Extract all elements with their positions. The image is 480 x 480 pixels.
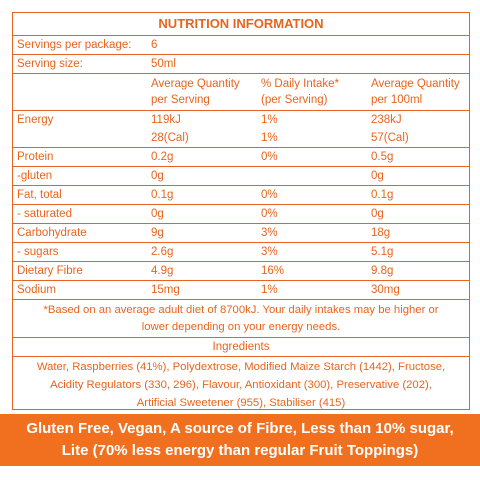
- per-100ml-value: 30mg: [371, 284, 400, 296]
- daily-intake-value: 3%: [261, 246, 278, 258]
- serving-size-label: Serving size:: [17, 58, 83, 70]
- per-serving-value: 15mg: [151, 284, 180, 296]
- footnote-line-1: *Based on an average adult diet of 8700k…: [43, 304, 439, 316]
- header-daily-intake-line1: % Daily Intake*: [261, 78, 339, 90]
- header-per-serving-line2: per Serving: [151, 94, 210, 106]
- per-serving-value: 2.6g: [151, 246, 174, 258]
- per-100ml-value: 18g: [371, 227, 391, 239]
- header-per-serving-line1: Average Quantity: [151, 78, 240, 90]
- serving-size-value: 50ml: [151, 58, 176, 70]
- nutrient-row-fat-total: Fat, total 0.1g 0% 0.1g: [13, 186, 469, 205]
- nutrition-panel: NUTRITION INFORMATION Servings per packa…: [12, 12, 470, 410]
- claims-line-1: Gluten Free, Vegan, A source of Fibre, L…: [26, 420, 454, 437]
- nutrient-name: -gluten: [17, 170, 53, 182]
- nutrient-row-saturated: - saturated 0g 0% 0g: [13, 205, 469, 224]
- ingredients-line-3: Artificial Sweetener (955), Stabiliser (…: [136, 397, 346, 409]
- per-100ml-value: 5.1g: [371, 246, 394, 258]
- panel-title: NUTRITION INFORMATION: [13, 13, 469, 36]
- footnote-line-2: lower depending on your energy needs.: [141, 321, 341, 333]
- daily-intake-value: 16%: [261, 265, 285, 277]
- per-serving-value: 0g: [151, 208, 164, 220]
- nutrient-name: Carbohydrate: [17, 227, 87, 239]
- per-100ml-value: 0g: [371, 170, 384, 182]
- daily-intake-value: 0%: [261, 151, 278, 163]
- per-serving-value: 0.2g: [151, 151, 174, 163]
- daily-intake-value: 0%: [261, 208, 278, 220]
- per-serving-value: 119kJ: [151, 114, 181, 126]
- claims-banner: Gluten Free, Vegan, A source of Fibre, L…: [0, 414, 480, 466]
- servings-value: 6: [151, 39, 158, 51]
- daily-intake-footnote: *Based on an average adult diet of 8700k…: [13, 300, 469, 338]
- per-100ml-value: 238kJ: [371, 114, 402, 126]
- daily-intake-value: 3%: [261, 227, 278, 239]
- ingredients-line-1: Water, Raspberries (41%), Polydextrose, …: [36, 361, 446, 373]
- nutrient-name: Dietary Fibre: [17, 265, 83, 277]
- nutrient-row-gluten: -gluten 0g 0g: [13, 167, 469, 186]
- claims-line-2: Lite (70% less energy than regular Fruit…: [61, 442, 419, 459]
- per-serving-value-cal: 28(Cal): [151, 132, 189, 144]
- header-per-100ml-line1: Average Quantity: [371, 78, 460, 90]
- nutrient-row-sodium: Sodium 15mg 1% 30mg: [13, 281, 469, 300]
- header-daily-intake-line2: (per Serving): [261, 94, 328, 106]
- per-100ml-value: 0g: [371, 208, 384, 220]
- nutrient-row-energy: Energy 119kJ 1% 238kJ 28(Cal) 1% 57(Cal): [13, 111, 469, 148]
- nutrient-row-carbohydrate: Carbohydrate 9g 3% 18g: [13, 224, 469, 243]
- nutrient-row-dietary-fibre: Dietary Fibre 4.9g 16% 9.8g: [13, 262, 469, 281]
- header-per-100ml-line2: per 100ml: [371, 94, 423, 106]
- nutrient-row-protein: Protein 0.2g 0% 0.5g: [13, 148, 469, 167]
- per-100ml-value-cal: 57(Cal): [371, 132, 409, 144]
- ingredients-list: Water, Raspberries (41%), Polydextrose, …: [13, 357, 469, 412]
- nutrient-name: Protein: [17, 151, 54, 163]
- per-100ml-value: 9.8g: [371, 265, 394, 277]
- nutrient-name: - sugars: [17, 246, 59, 258]
- nutrient-name: Sodium: [17, 284, 56, 296]
- nutrient-name: Fat, total: [17, 189, 62, 201]
- servings-label: Servings per package:: [17, 39, 132, 51]
- serving-size-row: Serving size: 50ml: [13, 55, 469, 74]
- servings-row: Servings per package: 6: [13, 36, 469, 55]
- nutrient-row-sugars: - sugars 2.6g 3% 5.1g: [13, 243, 469, 262]
- column-headers: Average Quantity per Serving % Daily Int…: [13, 74, 469, 111]
- ingredients-title: Ingredients: [13, 338, 469, 357]
- per-serving-value: 0g: [151, 170, 164, 182]
- per-100ml-value: 0.1g: [371, 189, 394, 201]
- nutrient-name: Energy: [17, 114, 54, 126]
- daily-intake-value: 1%: [261, 284, 278, 296]
- daily-intake-value: 0%: [261, 189, 278, 201]
- ingredients-line-2: Acidity Regulators (330, 296), Flavour, …: [50, 379, 432, 391]
- per-100ml-value: 0.5g: [371, 151, 394, 163]
- nutrient-name: - saturated: [17, 208, 72, 220]
- per-serving-value: 4.9g: [151, 265, 174, 277]
- per-serving-value: 0.1g: [151, 189, 174, 201]
- per-serving-value: 9g: [151, 227, 164, 239]
- daily-intake-value: 1%: [261, 114, 278, 126]
- daily-intake-value-cal: 1%: [261, 132, 278, 144]
